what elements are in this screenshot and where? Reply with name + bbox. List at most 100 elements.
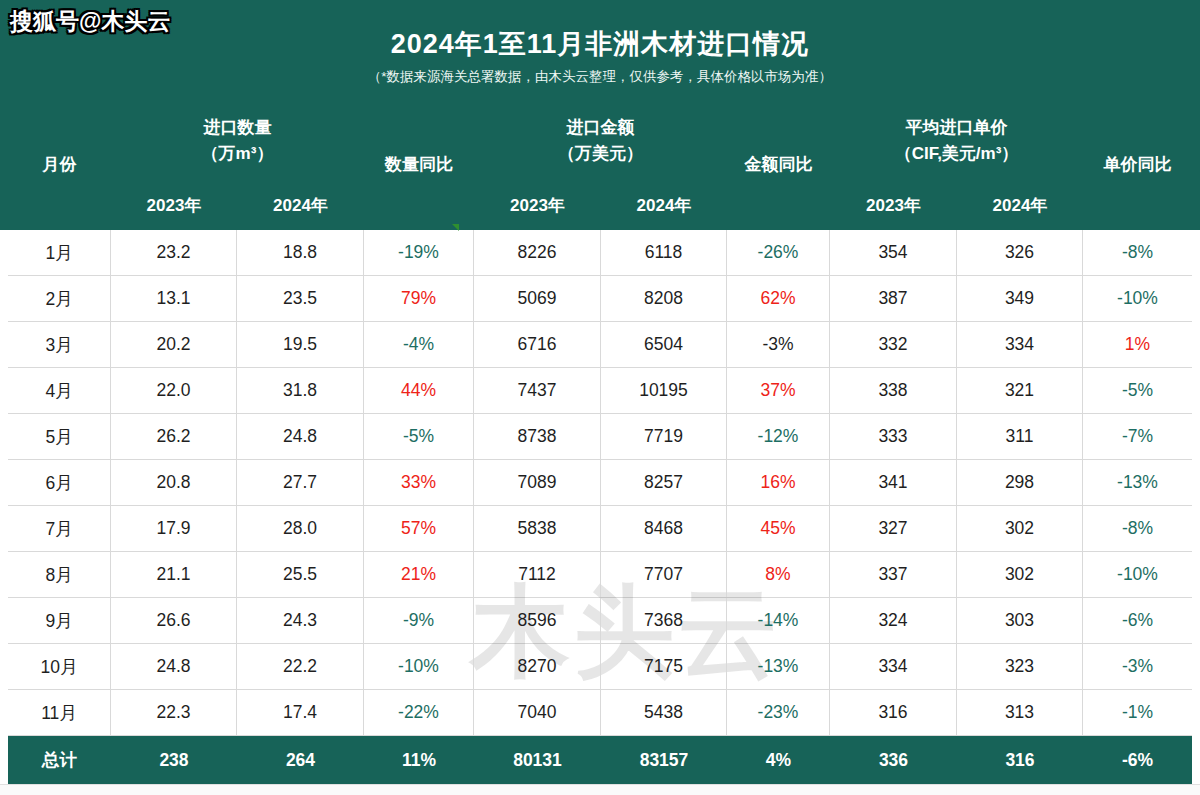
page: 搜狐号@木头云 2024年1至11月非洲木材进口情况 （*数据来源海关总署数据，…	[0, 0, 1200, 795]
price-2024-cell: 326	[957, 230, 1083, 275]
col-group-import-quantity: 进口数量 （万m³）	[111, 100, 364, 182]
qty-2024-cell: 28.0	[237, 506, 364, 551]
table-row-sep: 9月 26.6 24.3 -9% 8596 7368 -14% 324 303 …	[8, 598, 1192, 644]
qty-yoy-cell: 44%	[364, 368, 474, 413]
price-yoy-cell: -10%	[1083, 276, 1192, 321]
amt-yoy-cell: -12%	[727, 414, 830, 459]
qty-2024-cell: 23.5	[237, 276, 364, 321]
price-2023-cell: 341	[830, 460, 957, 505]
price-2023-cell: 324	[830, 598, 957, 643]
qty-yoy-cell: 11%	[364, 736, 474, 784]
price-2023-cell: 316	[830, 690, 957, 735]
page-title: 2024年1至11月非洲木材进口情况	[0, 0, 1200, 62]
amt-yoy-cell: 37%	[727, 368, 830, 413]
price-2023-cell: 336	[830, 736, 957, 784]
price-yoy-cell: -10%	[1083, 552, 1192, 597]
amt-2023-cell: 8596	[474, 598, 601, 643]
price-yoy-cell: -8%	[1083, 230, 1192, 275]
price-2023-cell: 387	[830, 276, 957, 321]
cell-flag-marker	[452, 224, 459, 231]
price-yoy-cell: -6%	[1083, 598, 1192, 643]
qty-yoy-cell: -22%	[364, 690, 474, 735]
price-2023-cell: 333	[830, 414, 957, 459]
amt-2024-cell: 8468	[601, 506, 727, 551]
col-group-unit: （万美元）	[558, 141, 643, 167]
month-cell: 9月	[8, 598, 111, 643]
price-2024-cell: 313	[957, 690, 1083, 735]
table-row-jan: 1月 23.2 18.8 -19% 8226 6118 -26% 354 326…	[8, 230, 1192, 276]
data-table: 木头云 1月 23.2 18.8 -19% 8226 6118 -26% 354…	[8, 230, 1192, 784]
price-2023-cell: 327	[830, 506, 957, 551]
price-2024-cell: 302	[957, 506, 1083, 551]
month-cell: 11月	[8, 690, 111, 735]
table-header-banner: 搜狐号@木头云 2024年1至11月非洲木材进口情况 （*数据来源海关总署数据，…	[0, 0, 1200, 230]
amt-2024-cell: 8208	[601, 276, 727, 321]
col-group-unit: （CIF,美元/m³）	[895, 141, 1019, 167]
amt-yoy-cell: -14%	[727, 598, 830, 643]
price-yoy-cell: -7%	[1083, 414, 1192, 459]
col-group-title: 进口数量	[204, 115, 272, 141]
amt-2024-cell: 5438	[601, 690, 727, 735]
price-2024-cell: 334	[957, 322, 1083, 367]
price-2024-cell: 298	[957, 460, 1083, 505]
qty-yoy-cell: 21%	[364, 552, 474, 597]
qty-2023-cell: 20.8	[111, 460, 237, 505]
table-row-aug: 8月 21.1 25.5 21% 7112 7707 8% 337 302 -1…	[8, 552, 1192, 598]
qty-2023-cell: 26.6	[111, 598, 237, 643]
qty-2024-cell: 31.8	[237, 368, 364, 413]
col-header-year-2023: 2023年	[830, 182, 957, 230]
amt-2023-cell: 8738	[474, 414, 601, 459]
amt-2023-cell: 5069	[474, 276, 601, 321]
qty-2024-cell: 264	[237, 736, 364, 784]
qty-2023-cell: 24.8	[111, 644, 237, 689]
qty-yoy-cell: -19%	[364, 230, 474, 275]
amt-2023-cell: 7040	[474, 690, 601, 735]
amt-2023-cell: 80131	[474, 736, 601, 784]
col-header-year-2024: 2024年	[601, 182, 727, 230]
amt-2023-cell: 7089	[474, 460, 601, 505]
amt-2023-cell: 8270	[474, 644, 601, 689]
table-row-jun: 6月 20.8 27.7 33% 7089 8257 16% 341 298 -…	[8, 460, 1192, 506]
price-yoy-cell: -3%	[1083, 644, 1192, 689]
col-group-title: 进口金额	[567, 115, 635, 141]
month-cell: 7月	[8, 506, 111, 551]
table-row-apr: 4月 22.0 31.8 44% 7437 10195 37% 338 321 …	[8, 368, 1192, 414]
qty-yoy-cell: -5%	[364, 414, 474, 459]
amt-2023-cell: 8226	[474, 230, 601, 275]
table-row-may: 5月 26.2 24.8 -5% 8738 7719 -12% 333 311 …	[8, 414, 1192, 460]
qty-2023-cell: 22.0	[111, 368, 237, 413]
price-2024-cell: 303	[957, 598, 1083, 643]
amt-yoy-cell: -3%	[727, 322, 830, 367]
price-yoy-cell: -1%	[1083, 690, 1192, 735]
month-cell: 4月	[8, 368, 111, 413]
table-row-nov: 11月 22.3 17.4 -22% 7040 5438 -23% 316 31…	[8, 690, 1192, 736]
qty-2024-cell: 19.5	[237, 322, 364, 367]
price-yoy-cell: -8%	[1083, 506, 1192, 551]
col-header-year-2023: 2023年	[474, 182, 601, 230]
page-subtitle: （*数据来源海关总署数据，由木头云整理，仅供参考，具体价格以市场为准）	[0, 68, 1200, 86]
amt-2024-cell: 7175	[601, 644, 727, 689]
col-group-import-amount: 进口金额 （万美元）	[474, 100, 727, 182]
qty-2023-cell: 17.9	[111, 506, 237, 551]
price-2024-cell: 302	[957, 552, 1083, 597]
price-2024-cell: 349	[957, 276, 1083, 321]
qty-2024-cell: 24.3	[237, 598, 364, 643]
table-row-total: 总计 238 264 11% 80131 83157 4% 336 316 -6…	[8, 736, 1192, 784]
brand-watermark: 搜狐号@木头云	[10, 6, 170, 37]
amt-yoy-cell: 62%	[727, 276, 830, 321]
col-header-year-2023: 2023年	[111, 182, 237, 230]
qty-2023-cell: 22.3	[111, 690, 237, 735]
price-yoy-cell: -13%	[1083, 460, 1192, 505]
amt-yoy-cell: -26%	[727, 230, 830, 275]
price-2024-cell: 323	[957, 644, 1083, 689]
amt-2023-cell: 7112	[474, 552, 601, 597]
qty-yoy-cell: 79%	[364, 276, 474, 321]
qty-yoy-cell: -4%	[364, 322, 474, 367]
amt-2023-cell: 5838	[474, 506, 601, 551]
price-2024-cell: 311	[957, 414, 1083, 459]
qty-2023-cell: 238	[111, 736, 237, 784]
amt-yoy-cell: 8%	[727, 552, 830, 597]
amt-2024-cell: 83157	[601, 736, 727, 784]
bottom-strip	[0, 784, 1200, 795]
amt-yoy-cell: 45%	[727, 506, 830, 551]
